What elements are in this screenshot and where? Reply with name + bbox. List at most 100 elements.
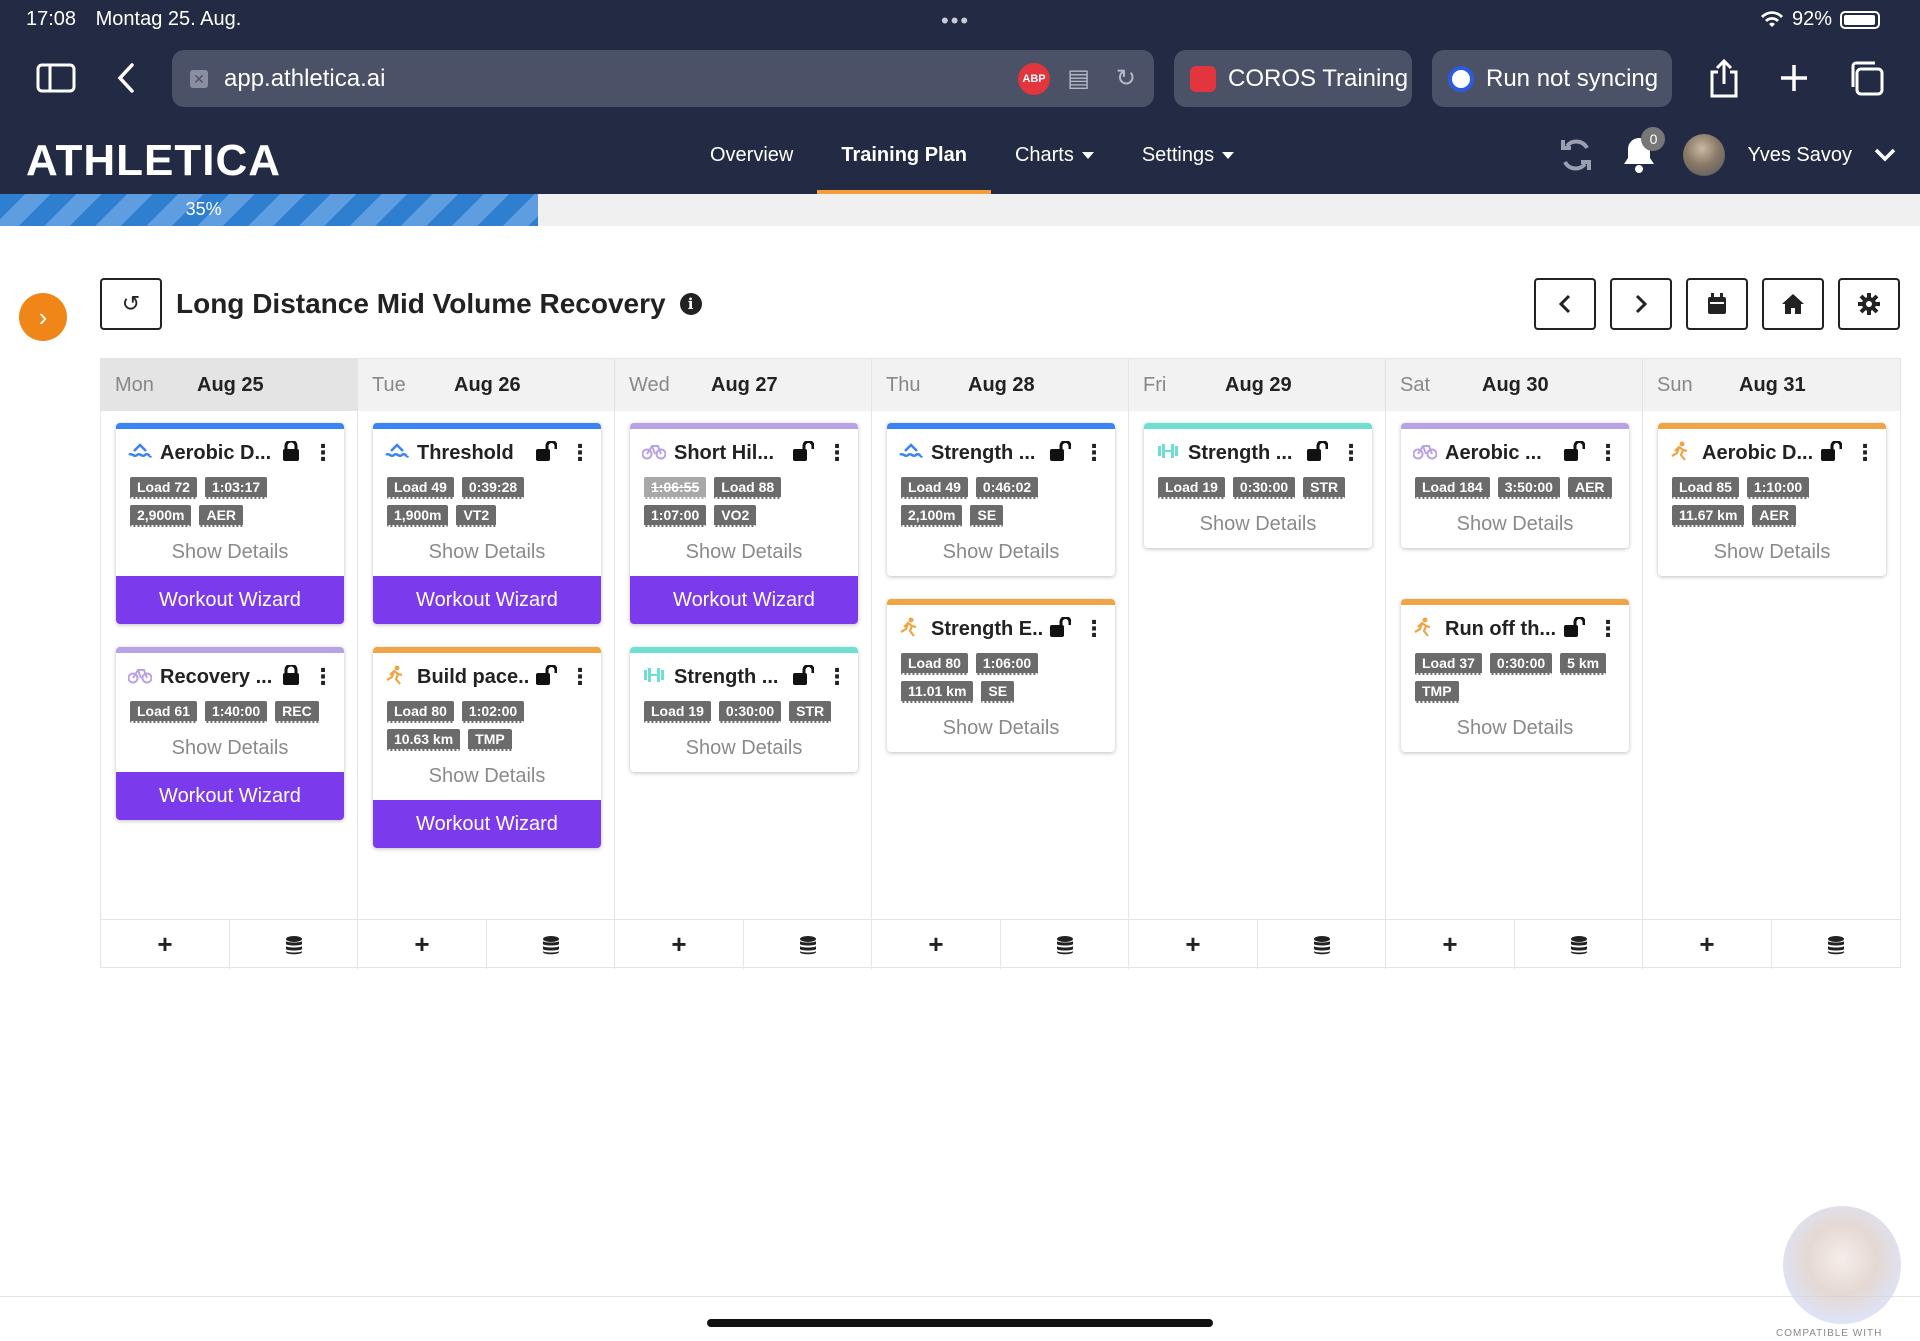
unlock-icon[interactable] [1049,615,1072,642]
athletica-logo[interactable]: ATHLETICA [26,136,281,186]
home-button[interactable] [1762,278,1824,330]
workout-title[interactable]: Recovery ... [160,665,273,688]
workout-title[interactable]: Strength E... [931,617,1043,640]
add-workout-button[interactable]: + [872,920,1001,969]
reader-icon[interactable]: ▤ [1067,65,1090,92]
workout-card[interactable]: Strength ... ⋮ Load 19 0:30:00 STR Show De… [1144,423,1372,548]
workout-title[interactable]: Short Hil... [674,441,774,464]
show-details-link[interactable]: Show Details [1456,513,1574,535]
unlock-icon[interactable] [792,439,815,466]
unlock-icon[interactable] [1049,439,1072,466]
more-options-icon[interactable]: ⋮ [1083,440,1105,465]
expand-sidebar-button[interactable]: › [19,293,67,341]
more-options-icon[interactable]: ⋮ [312,440,334,465]
url-bar[interactable]: ✕ app.athletica.ai ABP ▤ ↻ [172,50,1154,107]
more-options-icon[interactable]: ⋮ [826,440,848,465]
page-settings-icon[interactable]: ✕ [190,69,208,88]
settings-button[interactable] [1838,278,1900,330]
calendar-button[interactable] [1686,278,1748,330]
workout-title[interactable]: Aerobic D... [1702,441,1814,464]
more-options-icon[interactable]: ⋮ [312,664,334,689]
sync-icon[interactable] [1557,136,1595,174]
workout-card[interactable]: Threshold ⋮ Load 49 0:39:28 1,900m VT2 Show… [373,423,601,624]
show-details-link[interactable]: Show Details [1199,513,1317,535]
add-workout-button[interactable]: + [1643,920,1772,969]
menu-charts[interactable]: Charts [991,116,1118,194]
workout-library-button[interactable] [1515,920,1643,969]
show-details-link[interactable]: Show Details [1713,541,1831,563]
show-details-link[interactable]: Show Details [428,541,546,563]
workout-library-button[interactable] [1258,920,1386,969]
more-options-icon[interactable]: ⋮ [1597,440,1619,465]
more-options-icon[interactable]: ⋮ [1083,616,1105,641]
more-options-icon[interactable]: ⋮ [1340,440,1362,465]
workout-title[interactable]: Strength ... [674,665,779,688]
workout-wizard-button[interactable]: Workout Wizard [116,576,344,624]
workout-card[interactable]: Aerobic D... ⋮ Load 85 1:10:00 11.67 km AER… [1658,423,1886,576]
add-workout-button[interactable]: + [1386,920,1515,969]
workout-title[interactable]: Build pace... [417,665,529,688]
more-options-icon[interactable]: ⋮ [569,664,591,689]
show-details-link[interactable]: Show Details [428,765,546,787]
workout-wizard-button[interactable]: Workout Wizard [116,772,344,820]
show-details-link[interactable]: Show Details [171,737,289,759]
show-details-link[interactable]: Show Details [1456,717,1574,739]
coach-avatar-widget[interactable] [1783,1206,1901,1324]
add-workout-button[interactable]: + [358,920,487,969]
show-details-link[interactable]: Show Details [942,541,1060,563]
add-workout-button[interactable]: + [101,920,230,969]
next-week-button[interactable] [1610,278,1672,330]
unlock-icon[interactable] [535,439,558,466]
workout-card[interactable]: Build pace... ⋮ Load 80 1:02:00 10.63 km TM… [373,647,601,848]
home-indicator[interactable] [707,1319,1213,1327]
workout-title[interactable]: Strength ... [931,441,1036,464]
lock-icon[interactable] [282,663,300,690]
unlock-icon[interactable] [1820,439,1843,466]
workout-card[interactable]: Recovery ... ⋮ Load 61 1:40:00 REC Show De… [116,647,344,820]
more-options-icon[interactable]: ⋮ [826,664,848,689]
workout-library-button[interactable] [230,920,358,969]
more-options-icon[interactable]: ⋮ [569,440,591,465]
workout-card[interactable]: Aerobic ... ⋮ Load 184 3:50:00 AER Show De… [1401,423,1629,548]
tab-coros[interactable]: COROS Training [1174,50,1412,107]
workout-card[interactable]: Strength E... ⋮ Load 80 1:06:00 11.01 km SE… [887,599,1115,752]
unlock-icon[interactable] [1563,615,1586,642]
add-workout-button[interactable]: + [1129,920,1258,969]
new-tab-icon[interactable] [1768,52,1820,104]
show-details-link[interactable]: Show Details [171,541,289,563]
unlock-icon[interactable] [792,663,815,690]
show-details-link[interactable]: Show Details [685,737,803,759]
workout-wizard-button[interactable]: Workout Wizard [630,576,858,624]
menu-training-plan[interactable]: Training Plan [817,116,991,194]
menu-settings[interactable]: Settings [1118,116,1258,194]
workout-card[interactable]: Strength ... ⋮ Load 49 0:46:02 2,100m SE Sh… [887,423,1115,576]
chevron-down-icon[interactable] [1874,148,1896,162]
menu-overview[interactable]: Overview [686,116,817,194]
workout-library-button[interactable] [744,920,872,969]
notifications-button[interactable]: 0 [1617,127,1666,177]
previous-week-button[interactable] [1534,278,1596,330]
show-details-link[interactable]: Show Details [685,541,803,563]
workout-title[interactable]: Aerobic ... [1445,441,1542,464]
more-options-icon[interactable]: ⋮ [1854,440,1876,465]
more-options-icon[interactable]: ⋮ [1597,616,1619,641]
user-name[interactable]: Yves Savoy [1747,143,1852,166]
tab-overview-icon[interactable] [1840,52,1892,104]
add-workout-button[interactable]: + [615,920,744,969]
sidebar-toggle-icon[interactable] [30,52,82,104]
show-details-link[interactable]: Show Details [942,717,1060,739]
multitask-dots-icon[interactable]: ••• [941,8,971,33]
history-button[interactable]: ↺ [100,278,162,330]
unlock-icon[interactable] [1306,439,1329,466]
workout-title[interactable]: Threshold [417,441,514,464]
workout-wizard-button[interactable]: Workout Wizard [373,576,601,624]
workout-library-button[interactable] [1772,920,1900,969]
back-icon[interactable] [100,52,152,104]
tab-run-not-syncing[interactable]: Run not syncing [1432,50,1672,107]
workout-wizard-button[interactable]: Workout Wizard [373,800,601,848]
lock-icon[interactable] [282,439,300,466]
workout-title[interactable]: Run off th... [1445,617,1557,640]
avatar[interactable] [1683,134,1726,176]
workout-card[interactable]: Strength ... ⋮ Load 19 0:30:00 STR Show De… [630,647,858,772]
info-icon[interactable]: i [679,293,702,315]
